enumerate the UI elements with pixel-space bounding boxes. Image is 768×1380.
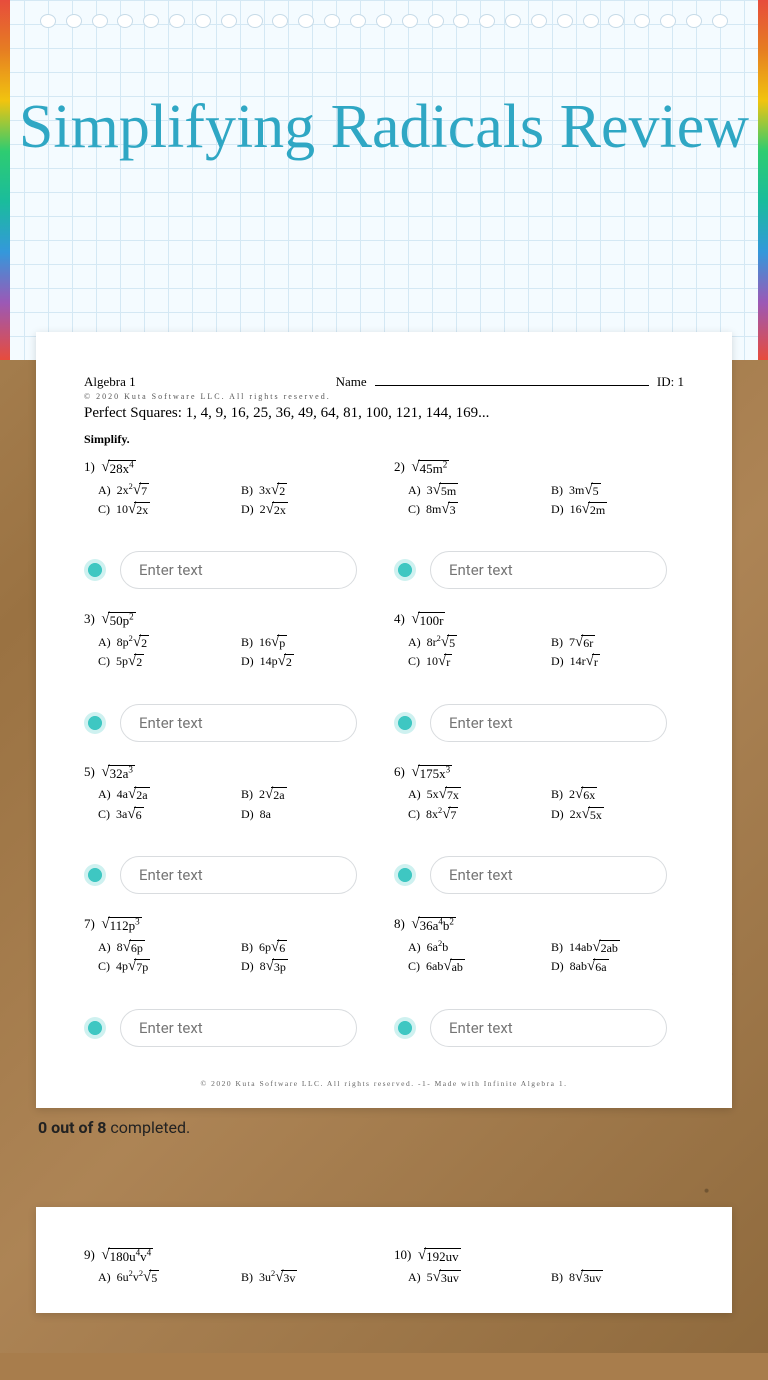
problem: 8) √36a4b2A) 6a2bB) 14ab√2abC) 6ab√abD) … <box>394 916 684 974</box>
answer-input[interactable] <box>430 704 667 742</box>
problem: 1) √28x4A) 2x2√7B) 3x√2C) 10√2xD) 2√2x <box>84 459 374 517</box>
worksheet-footer: © 2020 Kuta Software LLC. All rights res… <box>84 1079 684 1088</box>
problem: 3) √50p2A) 8p2√2B) 16√pC) 5p√2D) 14p√2 <box>84 611 374 669</box>
progress-rest: completed. <box>106 1118 190 1137</box>
perfect-squares: Perfect Squares: 1, 4, 9, 16, 25, 36, 49… <box>84 405 684 422</box>
answer-bullet-icon <box>84 712 106 734</box>
id-label: ID: 1 <box>657 374 684 390</box>
header-notebook: Simplifying Radicals Review <box>0 0 768 360</box>
answer-bullet-icon <box>394 712 416 734</box>
worksheet-card: Algebra 1 Name ID: 1 © 2020 Kuta Softwar… <box>36 332 732 1108</box>
answer-bullet-icon <box>84 559 106 581</box>
problem: 7) √112p3A) 8√6pB) 6p√6C) 4p√7pD) 8√3p <box>84 916 374 974</box>
answer-bullet-icon <box>394 559 416 581</box>
answer-bullet-icon <box>84 864 106 886</box>
answer-input[interactable] <box>120 856 357 894</box>
simplify-heading: Simplify. <box>84 432 684 447</box>
problem: 9) √180u4v4A) 6u2v2√5B) 3u2√3v <box>84 1247 374 1286</box>
answer-input[interactable] <box>120 551 357 589</box>
problem: 5) √32a3A) 4a√2aB) 2√2aC) 3a√6D) 8a <box>84 764 374 822</box>
name-blank-line <box>375 372 649 386</box>
progress-count: 0 out of 8 <box>38 1118 106 1137</box>
answer-bullet-icon <box>84 1017 106 1039</box>
answer-bullet-icon <box>394 1017 416 1039</box>
answer-input[interactable] <box>430 856 667 894</box>
copyright-line: © 2020 Kuta Software LLC. All rights res… <box>84 392 684 401</box>
problem: 10) √192uvA) 5√3uvB) 8√3uv <box>394 1247 684 1286</box>
page-title: Simplifying Radicals Review <box>0 0 768 164</box>
problem: 4) √100rA) 8r2√5B) 7√6rC) 10√rD) 14r√r <box>394 611 684 669</box>
answer-input[interactable] <box>120 1009 357 1047</box>
problem: 6) √175x3A) 5x√7xB) 2√6xC) 8x2√7D) 2x√5x <box>394 764 684 822</box>
answer-input[interactable] <box>120 704 357 742</box>
problem: 2) √45m2A) 3√5mB) 3m√5C) 8m√3D) 16√2m <box>394 459 684 517</box>
answer-bullet-icon <box>394 864 416 886</box>
worksheet-card-2: 9) √180u4v4A) 6u2v2√5B) 3u2√3v 10) √192uv… <box>36 1207 732 1314</box>
progress-text: 0 out of 8 completed. <box>36 1108 732 1167</box>
answer-input[interactable] <box>430 551 667 589</box>
answer-input[interactable] <box>430 1009 667 1047</box>
name-label: Name <box>336 374 367 390</box>
course-label: Algebra 1 <box>84 374 136 390</box>
